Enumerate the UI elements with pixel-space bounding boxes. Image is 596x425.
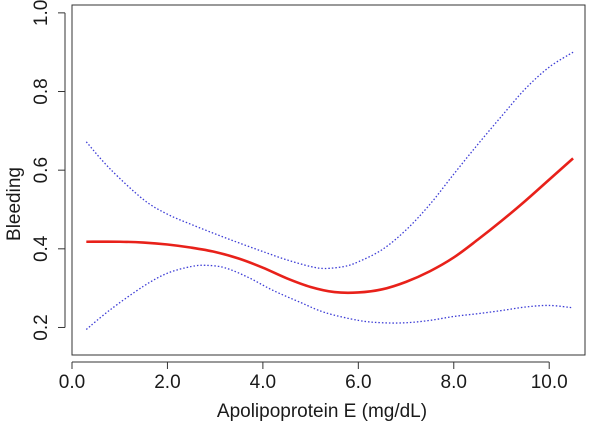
x-tick-label: 2.0 — [154, 372, 180, 393]
y-tick-label: 0.6 — [31, 157, 52, 183]
labels-layer: Apolipoprotein E (mg/dL) Bleeding — [4, 167, 427, 422]
y-tick-label: 0.2 — [31, 314, 52, 340]
y-tick-label: 0.4 — [31, 235, 52, 262]
x-tick-label: 10.0 — [531, 372, 568, 393]
y-axis-title: Bleeding — [4, 167, 25, 241]
x-tick-label: 8.0 — [441, 372, 467, 393]
estimate-line — [86, 157, 574, 295]
x-tick-label: 0.0 — [59, 372, 85, 393]
lower-ci-line — [85, 264, 574, 330]
x-tick-label: 4.0 — [250, 372, 276, 393]
y-tick-label: 0.8 — [31, 78, 52, 104]
y-tick-label: 1.0 — [31, 0, 52, 26]
axes: 0.0 2.0 4.0 6.0 8.0 10.0 0.2 0.4 0.6 0.8 1.0 — [31, 0, 586, 393]
plot-frame — [71, 4, 586, 356]
x-axis-title: Apolipoprotein E (mg/dL) — [217, 401, 427, 422]
x-tick-label: 6.0 — [345, 372, 371, 393]
series-layer — [85, 51, 574, 330]
upper-ci-line — [85, 51, 574, 270]
